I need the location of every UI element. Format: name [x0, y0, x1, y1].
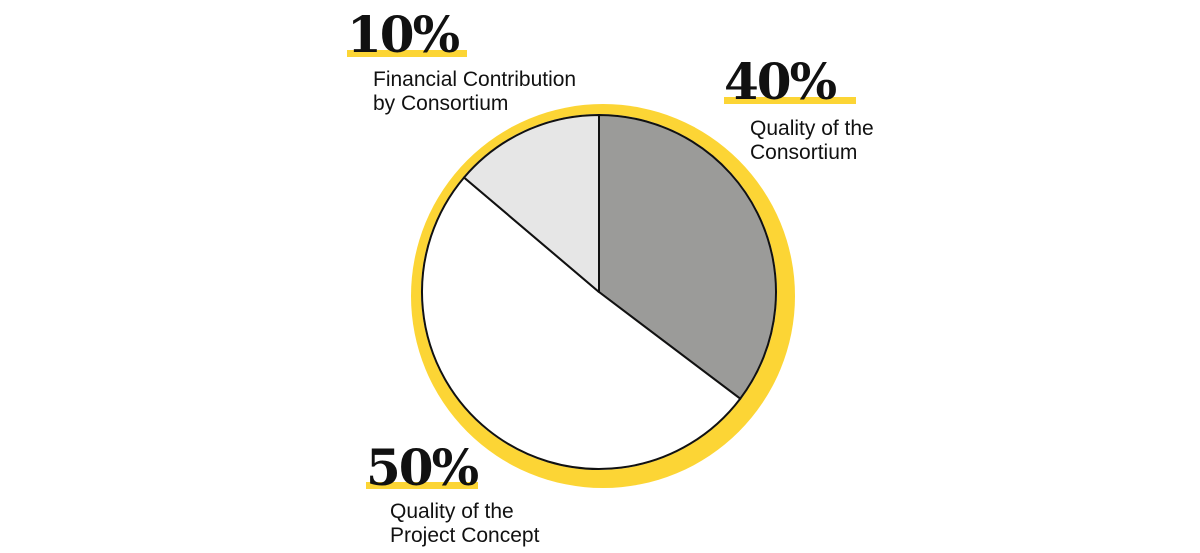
slice-label-line-2: by Consortium	[373, 92, 508, 115]
slice-quality-consortium	[598, 114, 777, 400]
percent-underline	[366, 482, 478, 489]
slice-annotation-quality-project-concept: 50% Quality of the Project Concept	[366, 438, 540, 547]
slice-annotation-quality-consortium: 40% Quality of the Consortium	[724, 52, 874, 164]
percent-label: 50%	[366, 438, 479, 497]
percent-underline	[347, 50, 467, 57]
slice-annotation-financial-contribution: 10% Financial Contribution by Consortium	[347, 5, 576, 115]
slice-label-line-1: Quality of the	[750, 117, 874, 140]
slice-label-line-2: Project Concept	[390, 524, 540, 547]
percent-label: 40%	[724, 52, 837, 111]
slice-quality-project-concept	[421, 176, 742, 470]
slice-label-line-1: Quality of the	[390, 500, 514, 523]
percent-label: 10%	[347, 5, 460, 64]
percent-underline	[724, 97, 856, 104]
pie-slices	[421, 114, 777, 470]
slice-label-line-1: Financial Contribution	[373, 68, 576, 91]
slice-financial-contribution	[463, 114, 600, 293]
slice-label-line-2: Consortium	[750, 141, 857, 164]
